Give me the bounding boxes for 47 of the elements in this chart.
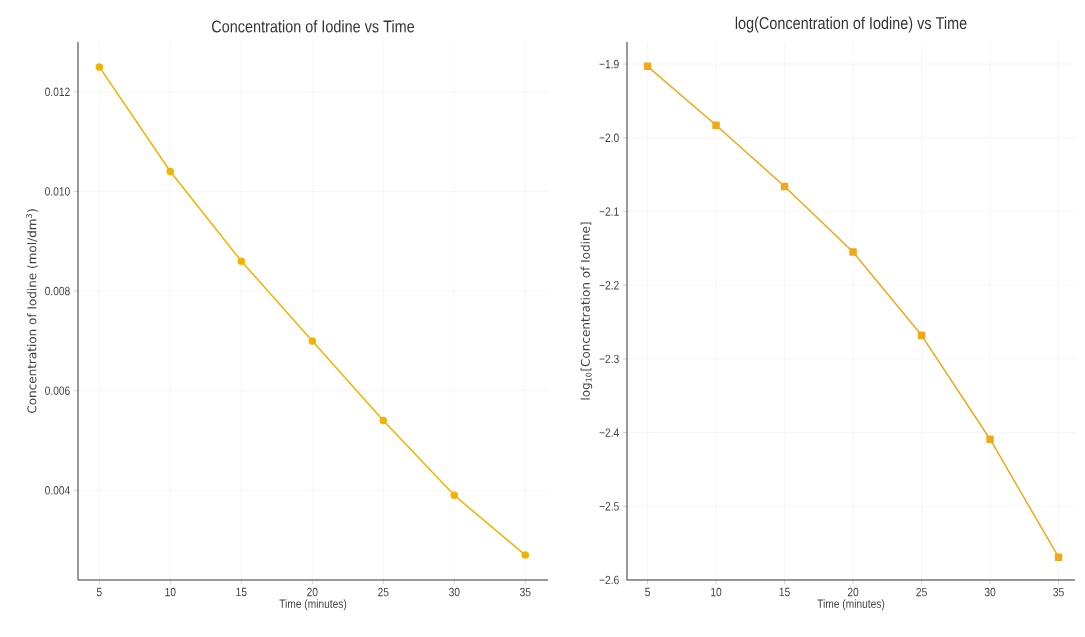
point	[308, 337, 317, 345]
y-tick-label: −2.4	[599, 428, 619, 437]
x-tick-label: 20	[307, 587, 318, 597]
point	[166, 167, 175, 176]
y-axis-title: Concentration of Iodine (mol/dm$^{3}$)	[25, 209, 38, 414]
x-tick-label: 15	[236, 587, 247, 597]
point	[1054, 553, 1063, 561]
y-tick-label: 0.004	[45, 486, 70, 495]
y-tick-label: −1.9	[599, 59, 619, 69]
x-tick-label: 25	[916, 587, 927, 597]
y-tick-label: 0.012	[45, 87, 70, 97]
x-tick-label: 5	[96, 587, 102, 597]
point	[986, 435, 994, 443]
x-tick-label: 30	[984, 587, 996, 597]
x-tick-label: 15	[779, 587, 790, 597]
y-tick-label: −2.1	[599, 207, 619, 216]
y-tick-label: −2.2	[599, 281, 619, 290]
y-tick-label: −2.5	[599, 502, 619, 511]
y-axis-title: log$_{10}$[Concentration of Iodine]	[580, 222, 593, 400]
chart-title: Concentration of Iodine vs Time	[212, 19, 415, 33]
point	[95, 63, 104, 71]
y-tick-label: 0.008	[45, 286, 70, 296]
x-tick-label: 10	[711, 587, 722, 597]
x-tick-label: 35	[520, 587, 531, 597]
x-tick-label: 25	[378, 587, 389, 597]
x-axis-title: Time (minutes)	[279, 599, 347, 611]
point	[849, 248, 857, 256]
point	[643, 62, 652, 71]
point	[450, 491, 459, 500]
x-tick-label: 10	[165, 587, 176, 597]
y-tick-label: 0.010	[45, 187, 70, 196]
y-tick-label: −2.6	[599, 575, 619, 585]
x-axis-title: Time (minutes)	[817, 599, 885, 611]
x-tick-label: 5	[645, 587, 650, 597]
x-tick-label: 30	[449, 587, 460, 597]
y-tick-label: 0.006	[45, 386, 70, 395]
point	[237, 257, 246, 265]
y-tick-label: −2.0	[599, 133, 619, 143]
chart-title: log(Concentration of Iodine) vs Time	[735, 16, 967, 33]
point	[917, 331, 926, 340]
point	[780, 182, 789, 191]
x-tick-label: 35	[1053, 587, 1064, 597]
point	[521, 551, 530, 559]
point	[379, 416, 388, 425]
x-tick-label: 20	[847, 587, 859, 597]
point	[712, 121, 720, 130]
y-tick-label: −2.3	[599, 354, 619, 364]
